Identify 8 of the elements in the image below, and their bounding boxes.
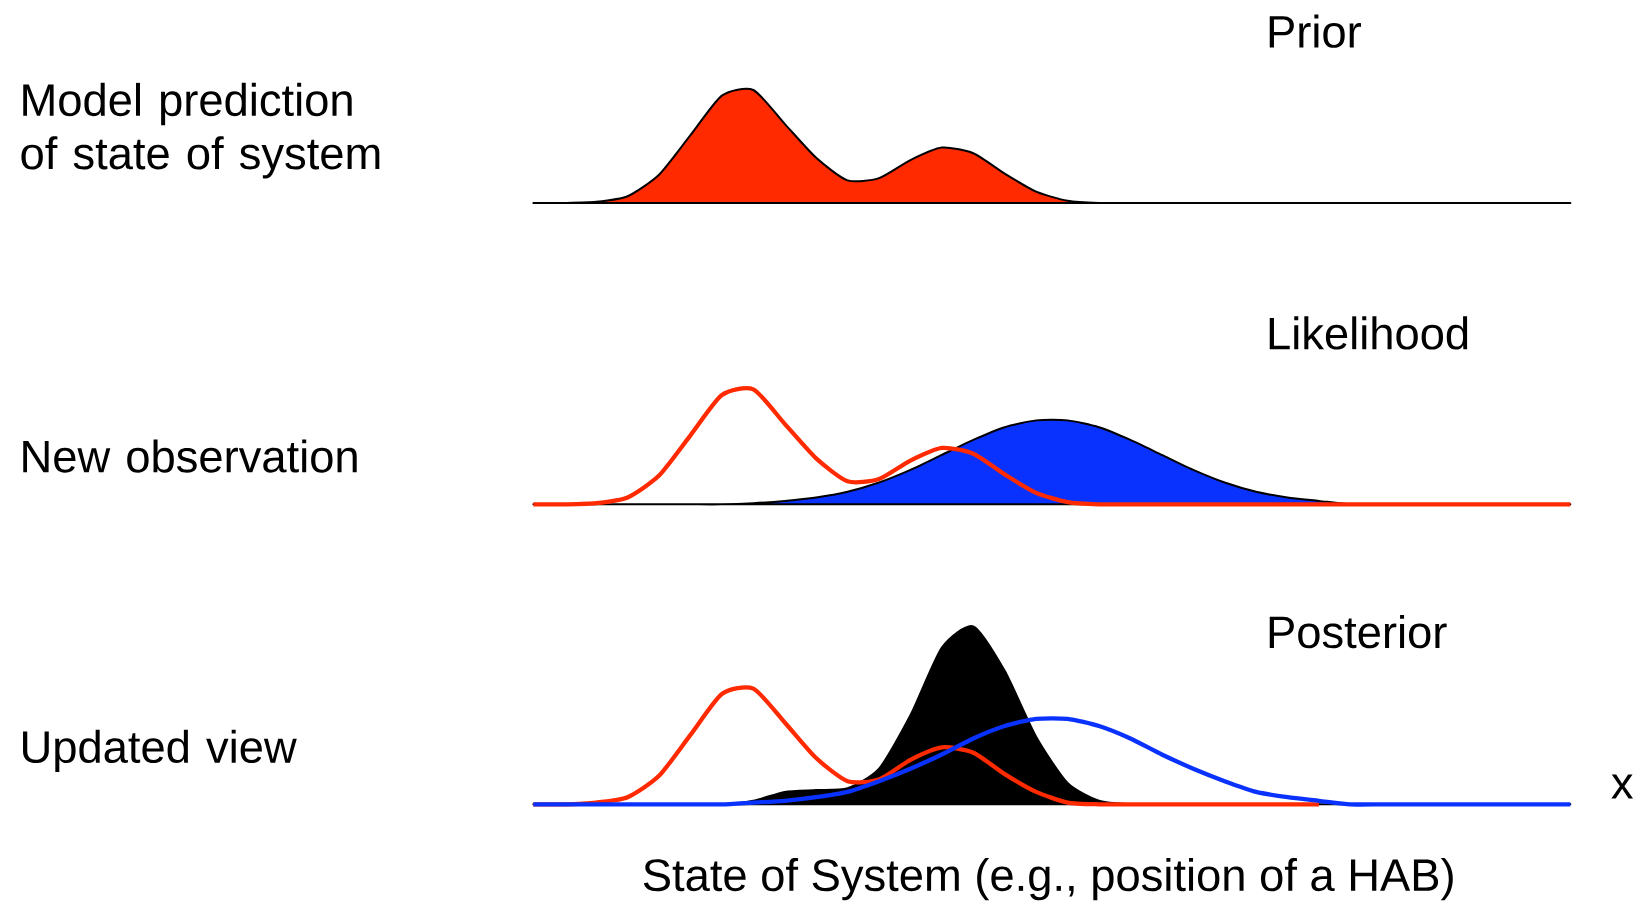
y-axis-title: Model prediction of state of system — [21, 82, 380, 179]
chart-title: Posterior — [1269, 615, 1447, 649]
text: x — [1611, 774, 1634, 799]
y-axis-title: Updated view — [23, 729, 297, 773]
chart-title: Likelihood — [1269, 316, 1468, 350]
chart-title: Prior — [1269, 14, 1361, 48]
y-axis-title: New observation — [23, 439, 357, 473]
x-axis-title: State of System (e.g., position of a HAB) — [643, 857, 1453, 901]
